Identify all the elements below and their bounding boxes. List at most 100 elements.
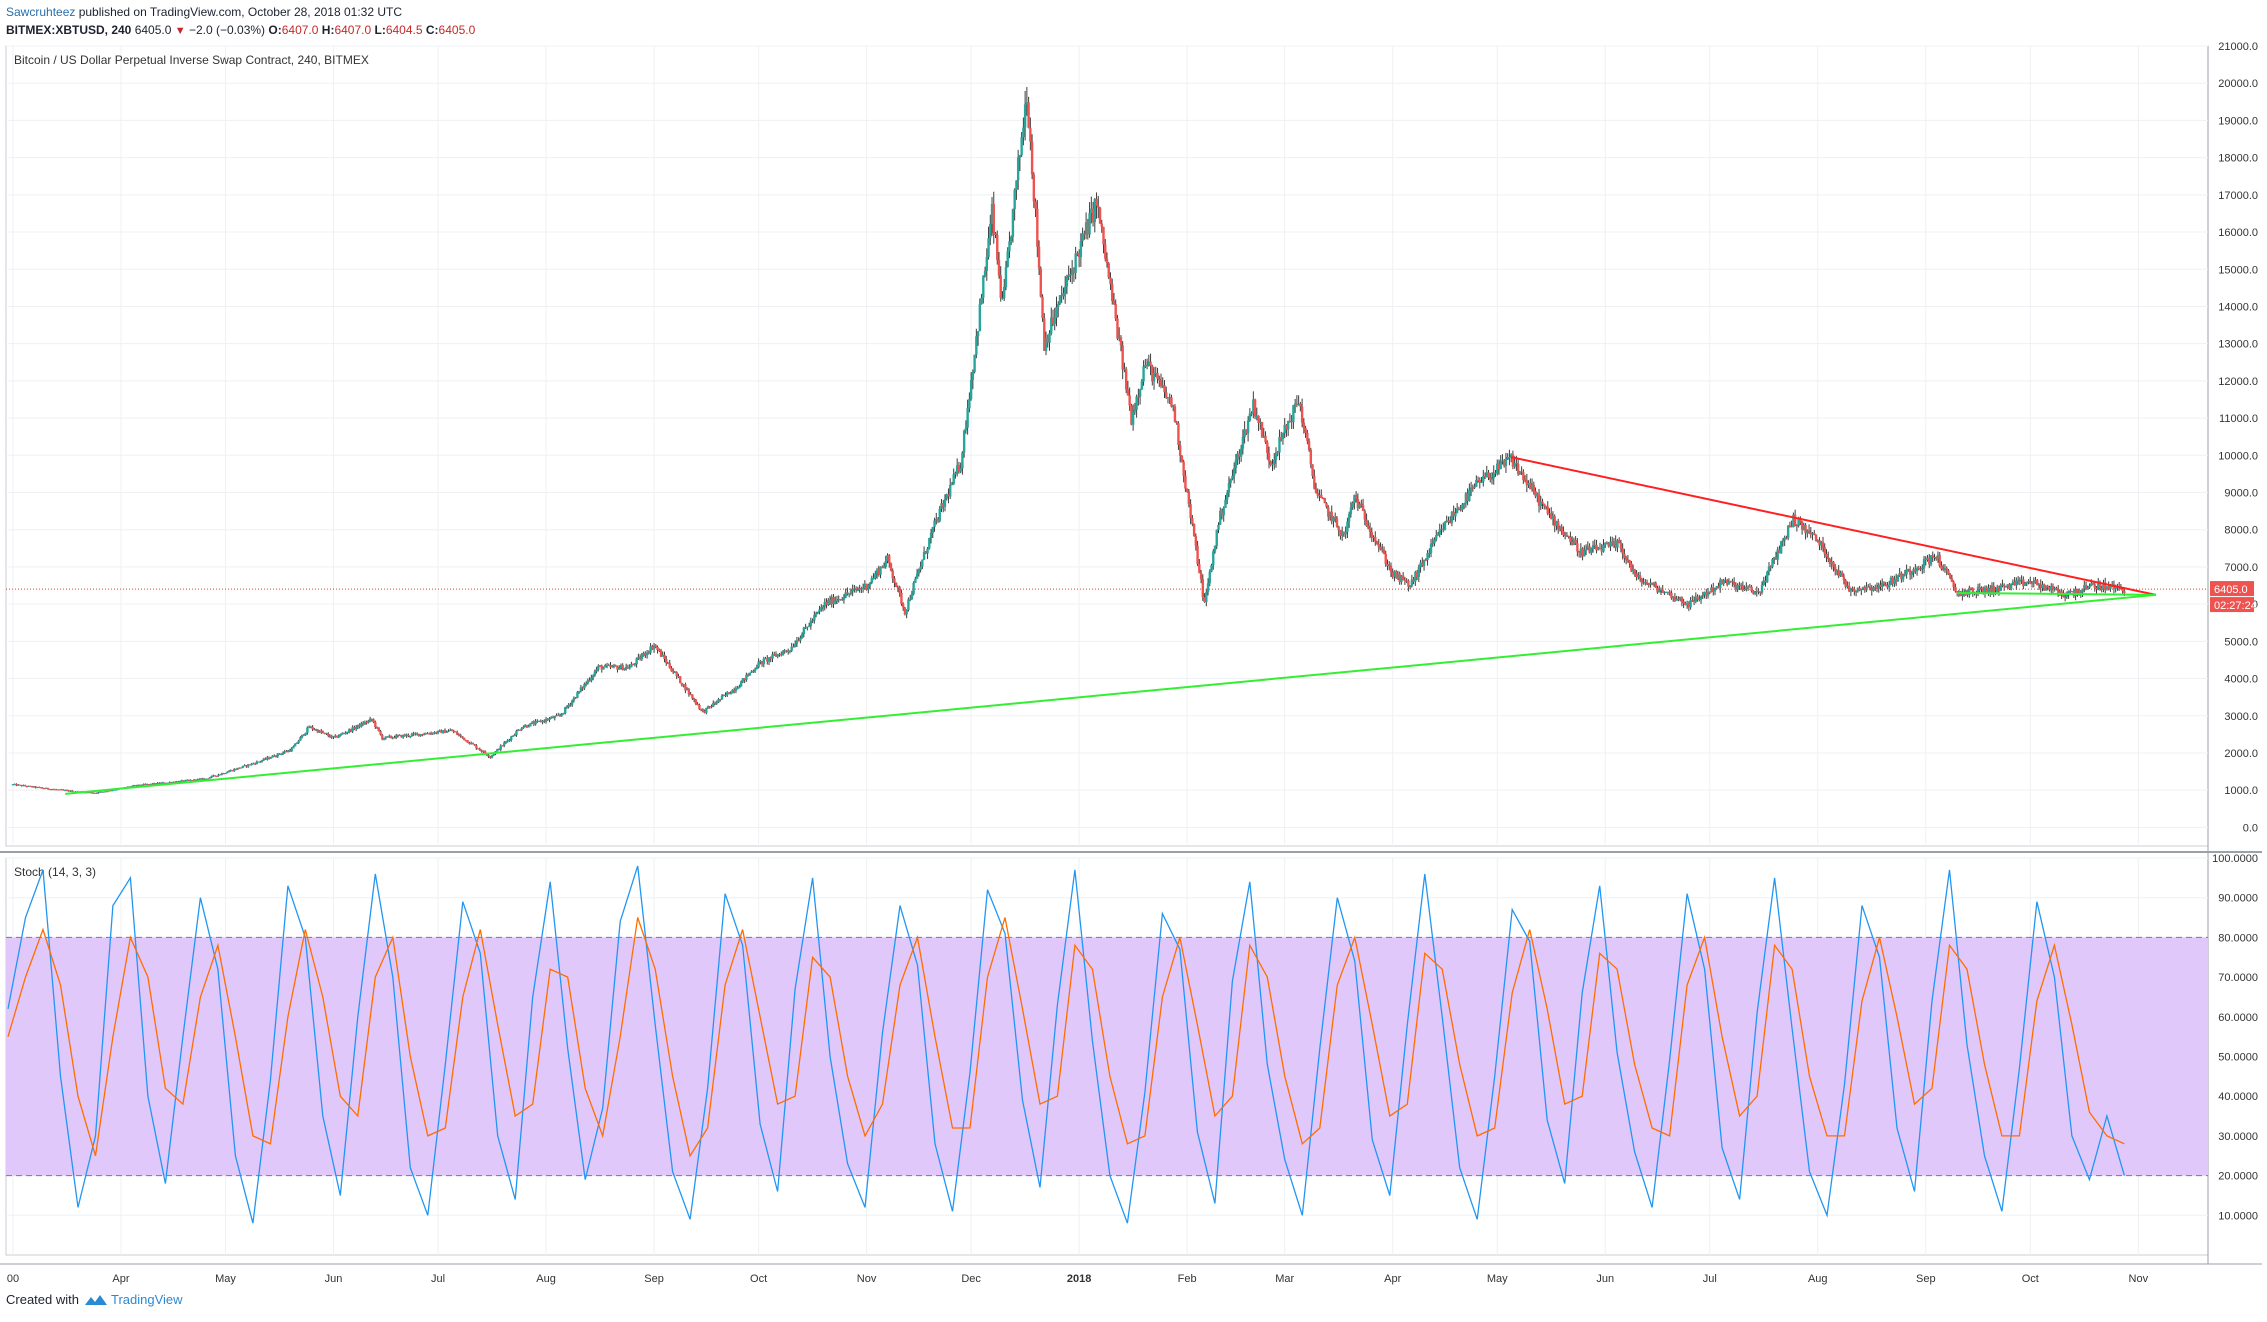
candle-body <box>600 665 603 670</box>
candle-body <box>985 257 988 271</box>
candle-body <box>450 730 454 732</box>
candle-body <box>267 757 271 759</box>
price-tick-label: 19000.0 <box>2218 115 2258 127</box>
time-tick-label: Oct <box>2022 1273 2039 1285</box>
candle-body <box>2062 594 2065 597</box>
candle-body <box>1077 253 1081 258</box>
candle-body <box>2060 591 2063 595</box>
candle-body <box>1220 510 1224 516</box>
candle-body <box>780 654 783 656</box>
candle-body <box>1199 572 1203 580</box>
time-tick-label: Nov <box>2129 1273 2149 1285</box>
candle-body <box>241 765 245 768</box>
candle-body <box>750 671 753 673</box>
candle-body <box>1034 201 1037 209</box>
candle-body <box>1534 491 1537 497</box>
candle-body <box>1631 569 1635 572</box>
candle-body <box>1755 590 1758 593</box>
candle-body <box>555 715 558 717</box>
candle-body <box>1685 603 1689 605</box>
time-tick-label: May <box>1487 1273 1508 1285</box>
candle-body <box>1280 436 1283 440</box>
candle-body <box>795 640 799 645</box>
candle-body <box>1109 277 1112 285</box>
candle-body <box>1574 539 1577 544</box>
candle-body <box>1569 536 1572 542</box>
candle-body <box>677 676 680 678</box>
candle-body <box>569 704 572 706</box>
candle-body <box>1807 530 1811 533</box>
time-tick-label: Feb <box>1178 1273 1197 1285</box>
candle-body <box>839 599 842 601</box>
candle-body <box>184 780 187 782</box>
candle-body <box>341 733 344 735</box>
candle-body <box>142 784 145 786</box>
candle-body <box>746 674 750 676</box>
candle-body <box>316 729 320 733</box>
candle-body <box>20 784 23 787</box>
candle-body <box>1050 317 1053 334</box>
candle-body <box>1665 591 1668 593</box>
candle-body <box>1745 586 1748 589</box>
candle-body <box>1307 440 1311 450</box>
candle-body <box>940 503 943 509</box>
candle-body <box>1351 503 1354 508</box>
candle-body <box>1482 476 1485 482</box>
candle-body <box>1954 586 1957 592</box>
candle-body <box>1935 557 1938 560</box>
candle-body <box>323 732 327 734</box>
stoch-tick-label: 10.0000 <box>2218 1210 2258 1222</box>
candle-body <box>1117 337 1121 339</box>
candle-body <box>447 730 450 732</box>
candle-body <box>412 733 415 735</box>
candle-body <box>1833 566 1837 571</box>
candle-body <box>67 790 70 792</box>
footer: Created with TradingView <box>6 1292 183 1307</box>
candle-body <box>2002 584 2006 587</box>
candle-body <box>807 626 811 628</box>
candle-body <box>841 599 844 601</box>
candle-body <box>1008 241 1011 252</box>
candle-body <box>799 638 802 641</box>
stoch-tick-label: 40.0000 <box>2218 1091 2258 1103</box>
candle-body <box>1642 582 1645 584</box>
candle-body <box>1335 518 1339 527</box>
publish-line: Sawcruhteez published on TradingView.com… <box>6 3 475 21</box>
candle-body <box>1412 579 1415 582</box>
candle-body <box>1563 534 1567 536</box>
candle-body <box>823 601 826 607</box>
candle-body <box>1147 361 1151 366</box>
price-tick-label: 16000.0 <box>2218 227 2258 239</box>
candle-body <box>557 715 560 717</box>
candle-body <box>1206 583 1210 593</box>
candle-body <box>1588 546 1591 553</box>
symbol-label[interactable]: BITMEX:XBTUSD, 240 <box>6 23 132 37</box>
tradingview-logo[interactable]: TradingView <box>84 1292 183 1307</box>
candle-body <box>710 706 713 708</box>
time-tick-label: Sep <box>1916 1273 1936 1285</box>
candle-body <box>2065 594 2069 597</box>
candle-body <box>560 714 563 716</box>
candle-body <box>1996 587 1999 592</box>
candle-body <box>621 665 624 671</box>
candle-body <box>2011 582 2015 584</box>
candle-body <box>1797 518 1800 527</box>
price-tick-label: 2000.0 <box>2224 748 2258 760</box>
candle-body <box>577 691 581 693</box>
candle-body <box>964 427 968 431</box>
author-link[interactable]: Sawcruhteez <box>6 5 76 19</box>
candle-body <box>675 672 678 677</box>
candle-body <box>1084 222 1088 234</box>
candle-body <box>652 645 656 650</box>
candle-body <box>1614 541 1617 548</box>
candle-body <box>58 789 62 791</box>
candle-body <box>1678 596 1682 599</box>
candle-body <box>504 741 508 743</box>
candle-body <box>109 790 112 792</box>
candle-body <box>133 785 137 787</box>
candle-body <box>851 589 854 592</box>
candle-body <box>628 667 631 669</box>
candle-body <box>1602 544 1605 552</box>
candle-body <box>1828 559 1832 565</box>
